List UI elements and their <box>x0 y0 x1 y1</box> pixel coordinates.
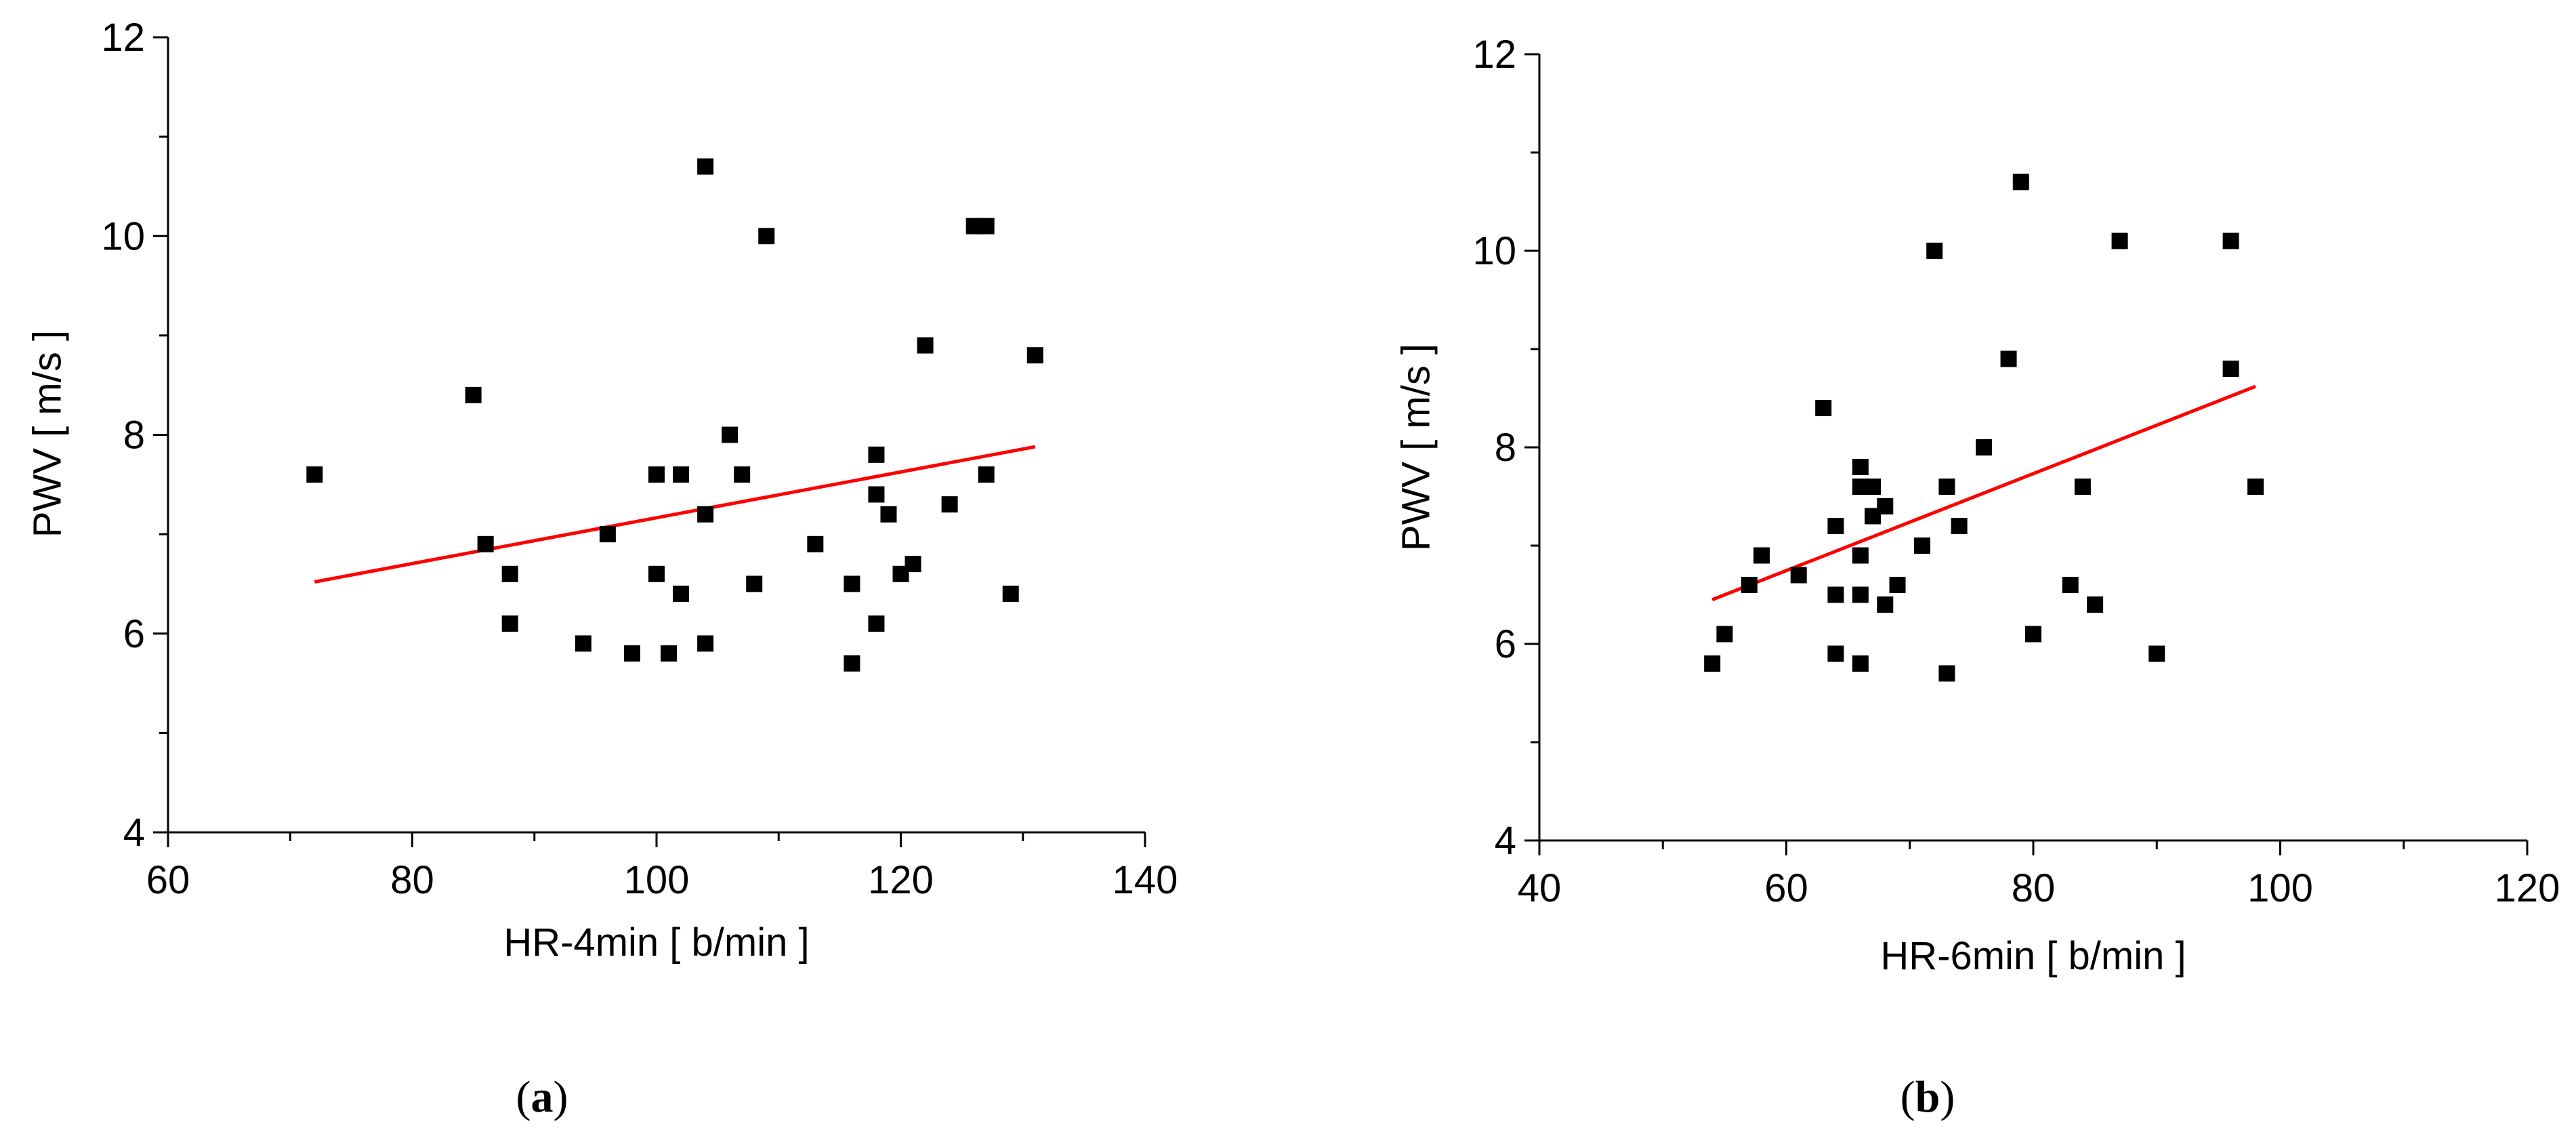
pb-data-point <box>1790 567 1807 584</box>
pa-data-point <box>746 575 763 592</box>
pa-data-point <box>697 158 714 175</box>
pa-data-point <box>868 486 885 503</box>
pa-y-tick-label: 6 <box>123 612 145 656</box>
pb-data-point <box>1815 400 1832 416</box>
pb-y-tick-label: 10 <box>1472 229 1516 273</box>
pb-data-point <box>1877 596 1894 613</box>
pa-data-point <box>648 466 665 483</box>
pb-data-point <box>1827 586 1844 603</box>
pb-data-point <box>1976 439 1993 455</box>
pa-data-point <box>477 535 494 552</box>
pa-x-tick-label: 60 <box>146 858 190 902</box>
pa-data-point <box>978 218 995 235</box>
pa-data-point <box>501 615 518 632</box>
pa-x-tick-label: 120 <box>868 858 934 902</box>
pb-data-point <box>1938 479 1955 495</box>
pa-data-point <box>648 565 665 582</box>
pb-x-tick-label: 120 <box>2495 866 2560 910</box>
pa-data-point <box>880 506 897 523</box>
pb-data-point <box>2074 479 2091 495</box>
pa-data-point <box>661 645 678 662</box>
pb-x-tick-label: 80 <box>2012 866 2056 910</box>
pb-data-point <box>1877 498 1894 514</box>
pa-data-point <box>575 635 591 652</box>
pa-data-point <box>807 535 824 552</box>
pa-data-point <box>844 575 860 592</box>
pa-data-point <box>868 446 885 463</box>
pa-data-point <box>501 565 518 582</box>
pb-y-tick-label: 8 <box>1495 426 1516 470</box>
pb-data-point <box>2222 361 2239 377</box>
pb-data-point <box>1951 518 1968 534</box>
pb-x-tick-label: 100 <box>2247 866 2313 910</box>
pb-data-point <box>1852 655 1869 672</box>
pb-y-tick-label: 12 <box>1472 33 1516 77</box>
pa-data-point <box>697 506 714 523</box>
pa-data-point <box>599 526 616 543</box>
pa-data-point <box>734 466 751 483</box>
pb-x-tick-label: 40 <box>1518 866 1562 910</box>
pa-y-tick-label: 4 <box>123 811 145 855</box>
pb-data-point <box>1827 645 1844 662</box>
pb-y-axis-label: PWV [ m/s ] <box>1394 344 1438 551</box>
pa-data-point <box>978 466 995 483</box>
panel-b-scatter-chart: 40 60 80 100 120 4 6 8 10 12 HR-6min [ b/min ] PWV … <box>1394 33 2560 1122</box>
pb-data-point <box>1865 479 1882 495</box>
pa-y-tick-label: 10 <box>101 214 145 258</box>
pa-data-point <box>917 337 934 354</box>
pa-data-point <box>844 655 860 672</box>
pa-y-tick-label: 12 <box>101 16 145 60</box>
pa-y-tick-label: 8 <box>123 413 145 458</box>
pb-x-axis-label: HR-6min [ b/min ] <box>1880 934 2186 978</box>
pa-regression-line <box>314 445 1036 584</box>
panel-a-scatter-chart: 60 80 100 120 140 4 6 8 10 12 HR-4min [ b/min ] PWV… <box>26 16 1178 1122</box>
pb-data-point <box>1704 655 1721 672</box>
pb-data-point <box>2111 232 2128 249</box>
pb-data-point <box>1716 626 1733 643</box>
pa-x-tick-label: 80 <box>390 858 434 902</box>
pb-y-tick-label: 6 <box>1495 622 1516 666</box>
pa-x-tick-label: 140 <box>1113 858 1178 902</box>
pa-panel-label: (a) <box>516 1072 568 1122</box>
pa-data-point <box>868 615 885 632</box>
pb-data-point <box>1926 243 1943 259</box>
pb-panel-label: (b) <box>1900 1072 1955 1122</box>
pb-data-point <box>1852 586 1869 603</box>
pb-data-point <box>2000 350 2017 367</box>
pb-regression-line <box>1711 384 2256 602</box>
pb-data-point <box>2148 645 2165 662</box>
pa-x-tick-label: 100 <box>624 858 690 902</box>
pb-data-point <box>1913 537 1930 554</box>
pb-data-point <box>1827 518 1844 534</box>
pb-data-point <box>2025 626 2041 643</box>
pa-data-point <box>465 386 482 403</box>
pa-data-point <box>1002 586 1019 603</box>
pb-data-point <box>2222 232 2239 249</box>
pb-data-point <box>1741 577 1758 593</box>
pb-x-tick-label: 60 <box>1764 866 1808 910</box>
pa-data-point <box>673 586 690 603</box>
pa-data-point <box>697 635 714 652</box>
pa-data-point <box>941 496 958 513</box>
pb-data-point <box>1852 547 1869 564</box>
pb-data-point <box>1889 577 1906 593</box>
pb-data-point <box>2087 596 2104 613</box>
pa-data-point <box>673 466 690 483</box>
pa-data-point <box>758 228 775 245</box>
pa-data-point <box>722 426 739 443</box>
pa-y-axis-label: PWV [ m/s ] <box>26 330 70 537</box>
pb-data-point <box>1938 665 1955 682</box>
pb-data-point <box>2012 174 2029 190</box>
pa-data-point <box>905 556 921 573</box>
pa-data-point <box>623 645 640 662</box>
pb-data-point <box>2247 479 2264 495</box>
pb-data-point <box>2062 577 2079 593</box>
pb-data-point <box>1852 459 1869 475</box>
pa-data-point <box>1026 347 1043 364</box>
pb-data-point <box>1753 547 1770 564</box>
pa-data-point <box>306 466 323 483</box>
pa-x-axis-label: HR-4min [ b/min ] <box>503 920 809 965</box>
pb-y-tick-label: 4 <box>1495 819 1516 863</box>
